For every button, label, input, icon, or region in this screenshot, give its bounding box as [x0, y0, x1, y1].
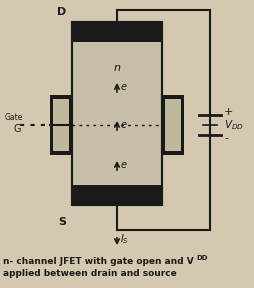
- Text: $I_D$: $I_D$: [120, 19, 130, 33]
- Text: $V_{DD}$: $V_{DD}$: [224, 118, 244, 132]
- Text: -: -: [224, 133, 228, 143]
- Text: S: S: [58, 217, 66, 227]
- Bar: [53, 99, 69, 151]
- Text: e: e: [121, 82, 127, 92]
- Bar: [50, 95, 72, 155]
- Text: e: e: [121, 120, 127, 130]
- Text: +: +: [224, 107, 233, 117]
- Bar: [72, 185, 162, 205]
- Text: Gate: Gate: [5, 113, 23, 122]
- Bar: [165, 99, 181, 151]
- Bar: [162, 95, 184, 155]
- Text: n- channel JFET with gate open and V: n- channel JFET with gate open and V: [3, 257, 194, 266]
- Text: n: n: [114, 63, 120, 73]
- Bar: [72, 22, 162, 42]
- Bar: [72, 22, 162, 205]
- Text: DD: DD: [196, 255, 208, 261]
- Text: G: G: [13, 124, 21, 134]
- Bar: [72, 22, 162, 205]
- Text: e: e: [121, 160, 127, 170]
- Text: D: D: [57, 7, 67, 17]
- Text: $I_S$: $I_S$: [120, 232, 129, 246]
- Text: applied between drain and source: applied between drain and source: [3, 270, 177, 278]
